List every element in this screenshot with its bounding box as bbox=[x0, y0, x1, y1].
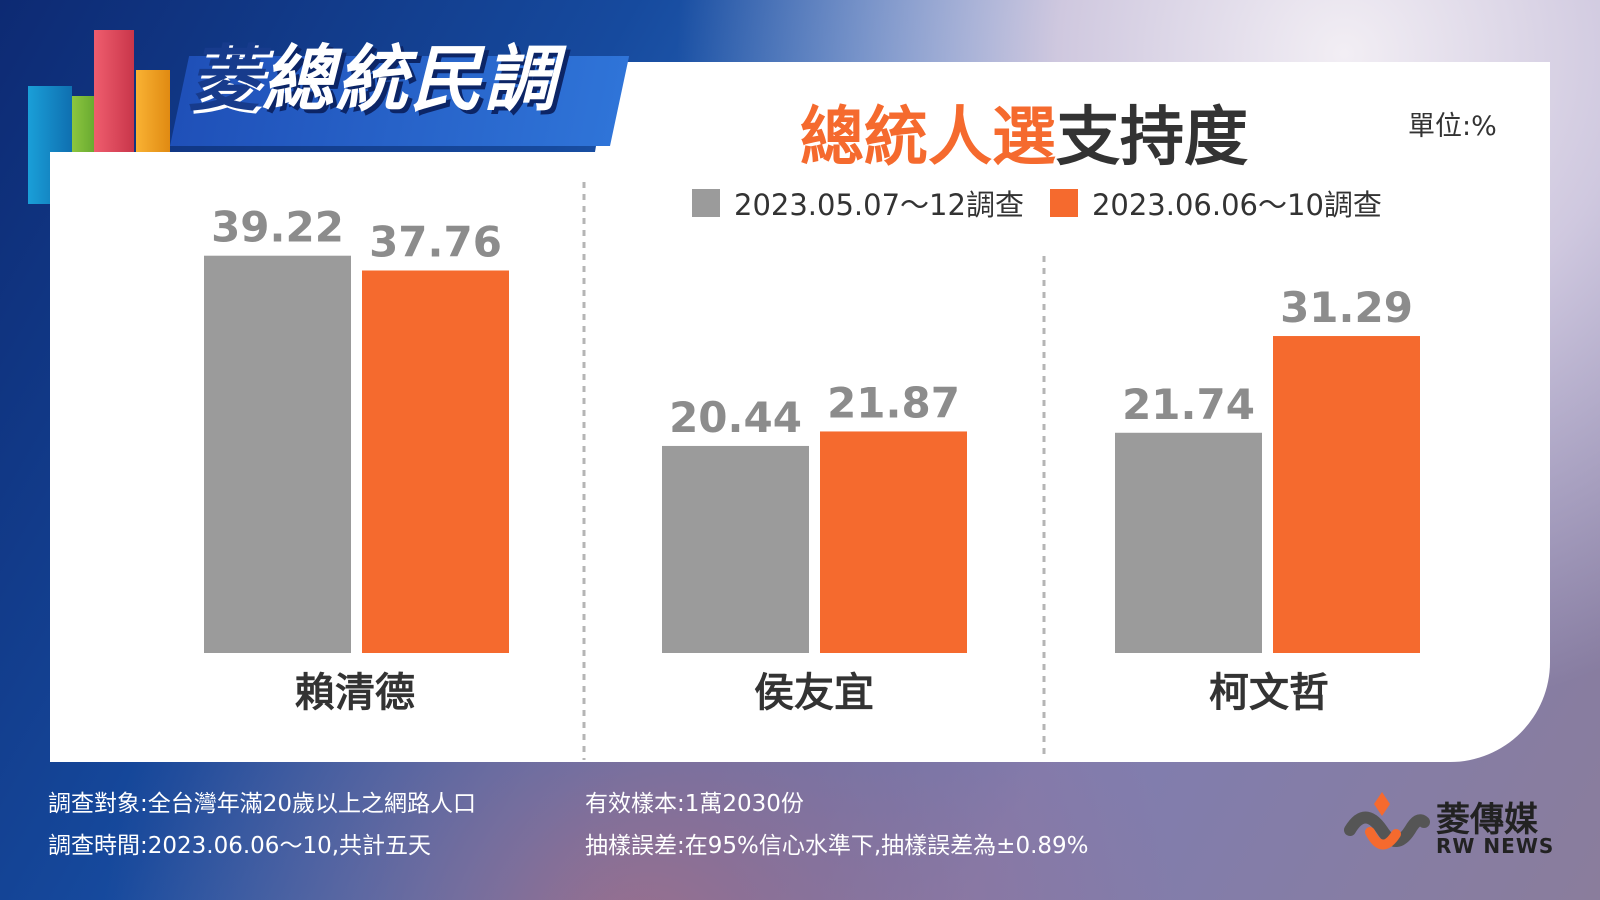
rw-news-logo-icon bbox=[1344, 792, 1430, 850]
footer-survey-target: 調查對象:全台灣年滿20歲以上之網路人口 bbox=[48, 791, 477, 817]
legend-swatch-series-2 bbox=[1049, 189, 1078, 217]
legend-label-series-2: 2023.06.06～10調查 bbox=[1091, 188, 1382, 222]
chart-title-accent: 總統人選 bbox=[800, 101, 1056, 175]
brand-name-cn: 菱傳媒 bbox=[1436, 800, 1538, 840]
legend-item-series-2: 2023.06.06～10調查 bbox=[1049, 182, 1382, 224]
brand-logo: 菱傳媒 RW NEWS bbox=[1340, 790, 1553, 870]
footer-sample-size: 有效樣本:1萬2030份 bbox=[585, 791, 804, 817]
legend-swatch-series-1 bbox=[692, 189, 720, 217]
value-label-3-series-1: 21.74 bbox=[1122, 380, 1255, 429]
brand-name-en: RW NEWS bbox=[1436, 834, 1555, 858]
bar-3-series-1 bbox=[1115, 432, 1262, 653]
logo-text-rest: 總統民調 bbox=[262, 37, 559, 121]
category-label-3: 柯文哲 bbox=[1209, 670, 1329, 716]
logo-text-first: 菱 bbox=[188, 37, 263, 121]
bar-2-series-2 bbox=[820, 431, 967, 653]
value-label-1-series-1: 39.22 bbox=[211, 203, 344, 252]
chart-title: 總統人選支持度 bbox=[800, 86, 1248, 178]
footer-survey-period: 調查時間:2023.06.06～10,共計五天 bbox=[48, 833, 432, 859]
legend-item-series-1: 2023.05.07～12調查 bbox=[692, 182, 1024, 224]
footer-sampling-error: 抽樣誤差:在95%信心水準下,抽樣誤差為±0.89% bbox=[585, 833, 1089, 859]
bar-2-series-1 bbox=[662, 445, 809, 653]
value-label-1-series-2: 37.76 bbox=[369, 217, 502, 266]
unit-label: 單位:% bbox=[1408, 111, 1497, 142]
footer-left: 調查對象:全台灣年滿20歲以上之網路人口 調查時間:2023.06.06～10,… bbox=[48, 783, 476, 867]
footer-right: 有效樣本:1萬2030份 抽樣誤差:在95%信心水準下,抽樣誤差為±0.89% bbox=[585, 783, 1089, 867]
logo-bar-red-icon bbox=[94, 30, 134, 170]
value-label-2-series-2: 21.87 bbox=[827, 378, 960, 427]
chart-legend: 2023.05.07～12調查 2023.06.06～10調查 bbox=[692, 182, 1408, 224]
category-label-2: 侯友宜 bbox=[754, 670, 874, 716]
logo-text: 菱總統民調 bbox=[188, 20, 558, 125]
chart-title-rest: 支持度 bbox=[1056, 101, 1248, 175]
bar-3-series-2 bbox=[1273, 336, 1420, 653]
legend-label-series-1: 2023.05.07～12調查 bbox=[734, 188, 1024, 222]
value-label-3-series-2: 31.29 bbox=[1280, 283, 1413, 332]
value-label-2-series-1: 20.44 bbox=[669, 393, 802, 442]
bar-1-series-2 bbox=[362, 270, 509, 653]
category-label-1: 賴清德 bbox=[295, 670, 415, 716]
bar-1-series-1 bbox=[204, 255, 351, 653]
logo-bar-yellow-icon bbox=[136, 70, 170, 156]
